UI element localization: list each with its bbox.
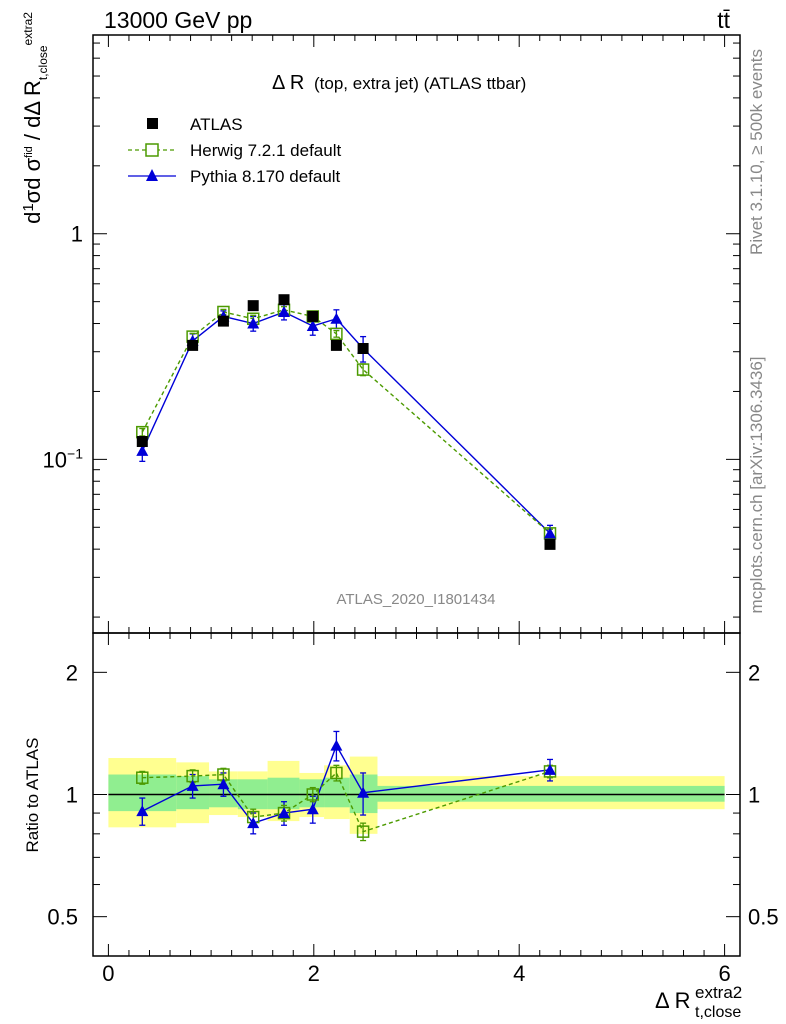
main-y-label-1: 1 [71,222,83,247]
main-point-0 [247,300,259,312]
svg-text:(top, extra jet) (ATLAS ttbar): (top, extra jet) (ATLAS ttbar) [314,74,526,93]
legend-marker-herwig [145,143,159,157]
main-point-0 [136,436,148,448]
main-point-2 [544,527,557,539]
axis-ticks: 0 2 4 6 1 10−1 2 2 1 1 0.5 0.5 [43,35,779,986]
band-inner-8 [377,785,725,802]
main-point-0 [544,538,556,550]
ratio-point-2 [136,805,149,817]
ratio-point-1 [356,825,370,838]
ratio-y-label-right: 0.5 [748,905,779,930]
ratio-point-2 [247,817,260,829]
band-inner-6 [324,777,350,808]
main-point-0 [217,315,229,327]
x-tick-label: 4 [513,961,525,986]
band-inner-5 [299,779,325,808]
rivet-label: Rivet 3.1.10, ≥ 500k events [747,49,766,255]
main-line-1 [141,309,551,534]
svg-text:Δ R: Δ R [272,72,304,94]
ratio-point-2 [217,778,230,790]
svg-text:d1σd σfid / dΔ Rt,closeextra2: d1σd σfid / dΔ Rt,closeextra2 [20,12,50,224]
header-process: tt̄ [717,7,730,33]
ratio-point-1 [330,766,343,780]
legend-marker-atlas [147,118,158,129]
watermark: ATLAS_2020_I1801434 [336,591,495,608]
legend: ATLAS Herwig 7.2.1 default Pythia 8.170 … [128,115,341,186]
ratio-point-2 [544,763,557,775]
ratio-y-label-left: 2 [66,660,78,685]
main-point-1 [356,363,370,376]
legend-label-herwig: Herwig 7.2.1 default [190,141,341,160]
ratio-y-label-right: 1 [748,783,760,808]
legend-marker-pythia [146,169,158,181]
ratio-point-2 [186,779,199,791]
ratio-point-2 [357,786,370,798]
svg-text:t,close: t,close [695,1004,741,1021]
main-point-0 [330,339,342,351]
main-point-2 [330,312,343,324]
main-point-0 [307,310,319,322]
ratio-point-1 [306,788,320,801]
main-y-label-0.1: 10−1 [43,445,84,472]
main-point-0 [278,294,290,306]
ratio-y-label-right: 2 [748,660,760,685]
svg-text:Δ R: Δ R [655,988,690,1013]
header-energy: 13000 GeV pp [104,7,252,33]
ratio-y-label-left: 0.5 [47,905,78,930]
x-tick-label: 6 [718,961,730,986]
chart-title: Δ R (top, extra jet) (ATLAS ttbar) [272,72,526,94]
x-axis-label: Δ R extra2 t,close [655,983,742,1021]
main-point-0 [357,343,369,355]
ratio-ylabel: Ratio to ATLAS [23,738,42,853]
ratio-point-2 [306,803,319,815]
x-tick-label: 0 [102,961,114,986]
legend-label-pythia: Pythia 8.170 default [190,167,341,186]
main-ylabel: d1σd σfid / dΔ Rt,closeextra2 [20,12,50,224]
main-point-2 [306,320,319,332]
main-point-2 [247,317,260,329]
main-line-2 [141,311,551,534]
x-tick-label: 2 [308,961,320,986]
ratio-point-2 [278,807,291,819]
legend-label-atlas: ATLAS [190,115,243,134]
main-point-2 [278,305,291,317]
ratio-point-1 [136,771,149,784]
svg-text:extra2: extra2 [695,983,742,1002]
main-point-1 [330,327,343,341]
main-point-2 [136,444,149,456]
mcplots-label: mcplots.cern.ch [arXiv:1306.3436] [747,356,766,613]
ratio-y-label-left: 1 [66,783,78,808]
main-point-0 [187,339,199,351]
ratio-point-2 [330,739,343,751]
